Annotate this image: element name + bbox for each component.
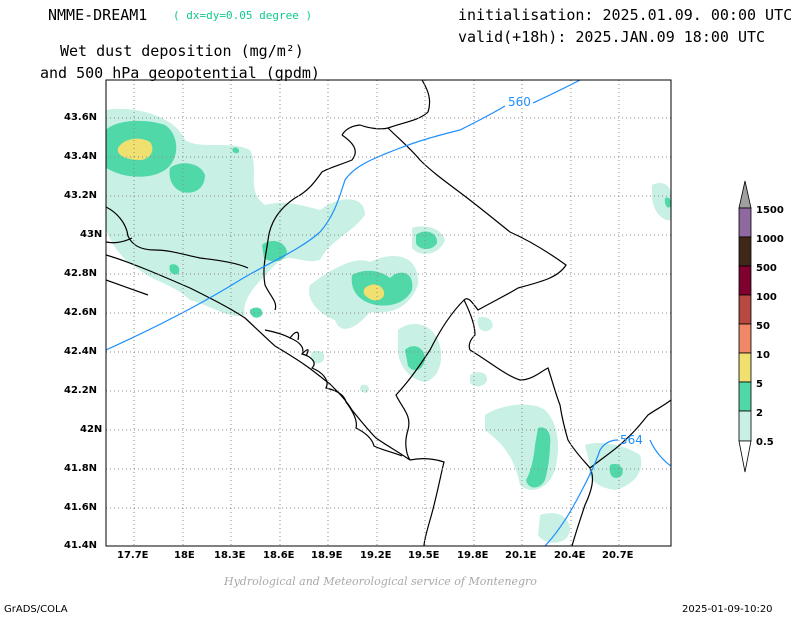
legend-label: 0.5 <box>756 437 774 448</box>
contour-label-560: 560 <box>508 95 531 109</box>
legend-label: 1500 <box>756 205 784 216</box>
legend-label: 50 <box>756 321 770 332</box>
legend-swatch <box>738 381 752 412</box>
resolution-note: ( dx=dy=0.05 degree ) <box>173 9 313 22</box>
lon-label: 18.9E <box>311 550 343 561</box>
lon-label: 18E <box>174 550 195 561</box>
legend-swatch-bottom <box>738 440 752 473</box>
product-title-line2: and 500 hPa geopotential (gpdm) <box>40 64 320 82</box>
legend-label: 500 <box>756 263 777 274</box>
lat-label: 43N <box>80 229 103 240</box>
lat-label: 42N <box>80 424 103 435</box>
lat-label: 41.4N <box>64 540 98 551</box>
legend-swatch <box>738 265 752 296</box>
legend-swatch <box>738 410 752 442</box>
lat-label: 42.4N <box>64 346 98 357</box>
deposition-5-10 <box>117 138 385 301</box>
lon-label: 20.1E <box>505 550 537 561</box>
legend-label: 5 <box>756 379 763 390</box>
lon-label: 18.6E <box>263 550 295 561</box>
lat-label: 42.6N <box>64 307 98 318</box>
lon-label: 20.7E <box>602 550 634 561</box>
legend-swatch-top <box>738 180 752 209</box>
legend-label: 10 <box>756 350 770 361</box>
lon-label: 19.5E <box>408 550 440 561</box>
deposition-field <box>106 80 671 546</box>
product-title-line1: Wet dust deposition (mg/m²) <box>60 42 304 60</box>
init-time: initialisation: 2025.01.09. 00:00 UTC <box>458 6 793 24</box>
legend-label: 1000 <box>756 234 784 245</box>
deposition-2-5 <box>106 120 671 488</box>
legend-swatch <box>738 236 752 267</box>
lat-label: 42.8N <box>64 268 98 279</box>
lon-label: 19.2E <box>360 550 392 561</box>
valid-time: valid(+18h): 2025.JAN.09 18:00 UTC <box>458 28 766 46</box>
gridlines <box>106 80 671 546</box>
borders <box>106 80 671 546</box>
legend-swatch <box>738 352 752 383</box>
lon-label: 17.7E <box>117 550 149 561</box>
legend-swatch <box>738 207 752 238</box>
lon-label: 20.4E <box>554 550 586 561</box>
legend-label: 2 <box>756 408 763 419</box>
geopotential-contours <box>106 80 671 546</box>
lat-label: 43.2N <box>64 190 98 201</box>
lon-label: 19.8E <box>457 550 489 561</box>
legend-colorbar <box>738 180 752 473</box>
credit-line: Hydrological and Meteorological service … <box>224 575 537 588</box>
software-label: GrADS/COLA <box>4 604 68 615</box>
contour-label-564: 564 <box>620 433 643 447</box>
lat-label: 41.6N <box>64 502 98 513</box>
legend-swatch <box>738 323 752 354</box>
model-name: NMME-DREAM1 <box>48 6 148 24</box>
timestamp-label: 2025-01-09-10:20 <box>682 604 773 615</box>
lat-label: 41.8N <box>64 463 98 474</box>
legend-swatch <box>738 294 752 325</box>
map-frame <box>105 79 672 547</box>
lat-label: 42.2N <box>64 385 98 396</box>
lon-label: 18.3E <box>214 550 246 561</box>
lat-label: 43.6N <box>64 112 98 123</box>
lat-label: 43.4N <box>64 151 98 162</box>
legend-label: 100 <box>756 292 777 303</box>
